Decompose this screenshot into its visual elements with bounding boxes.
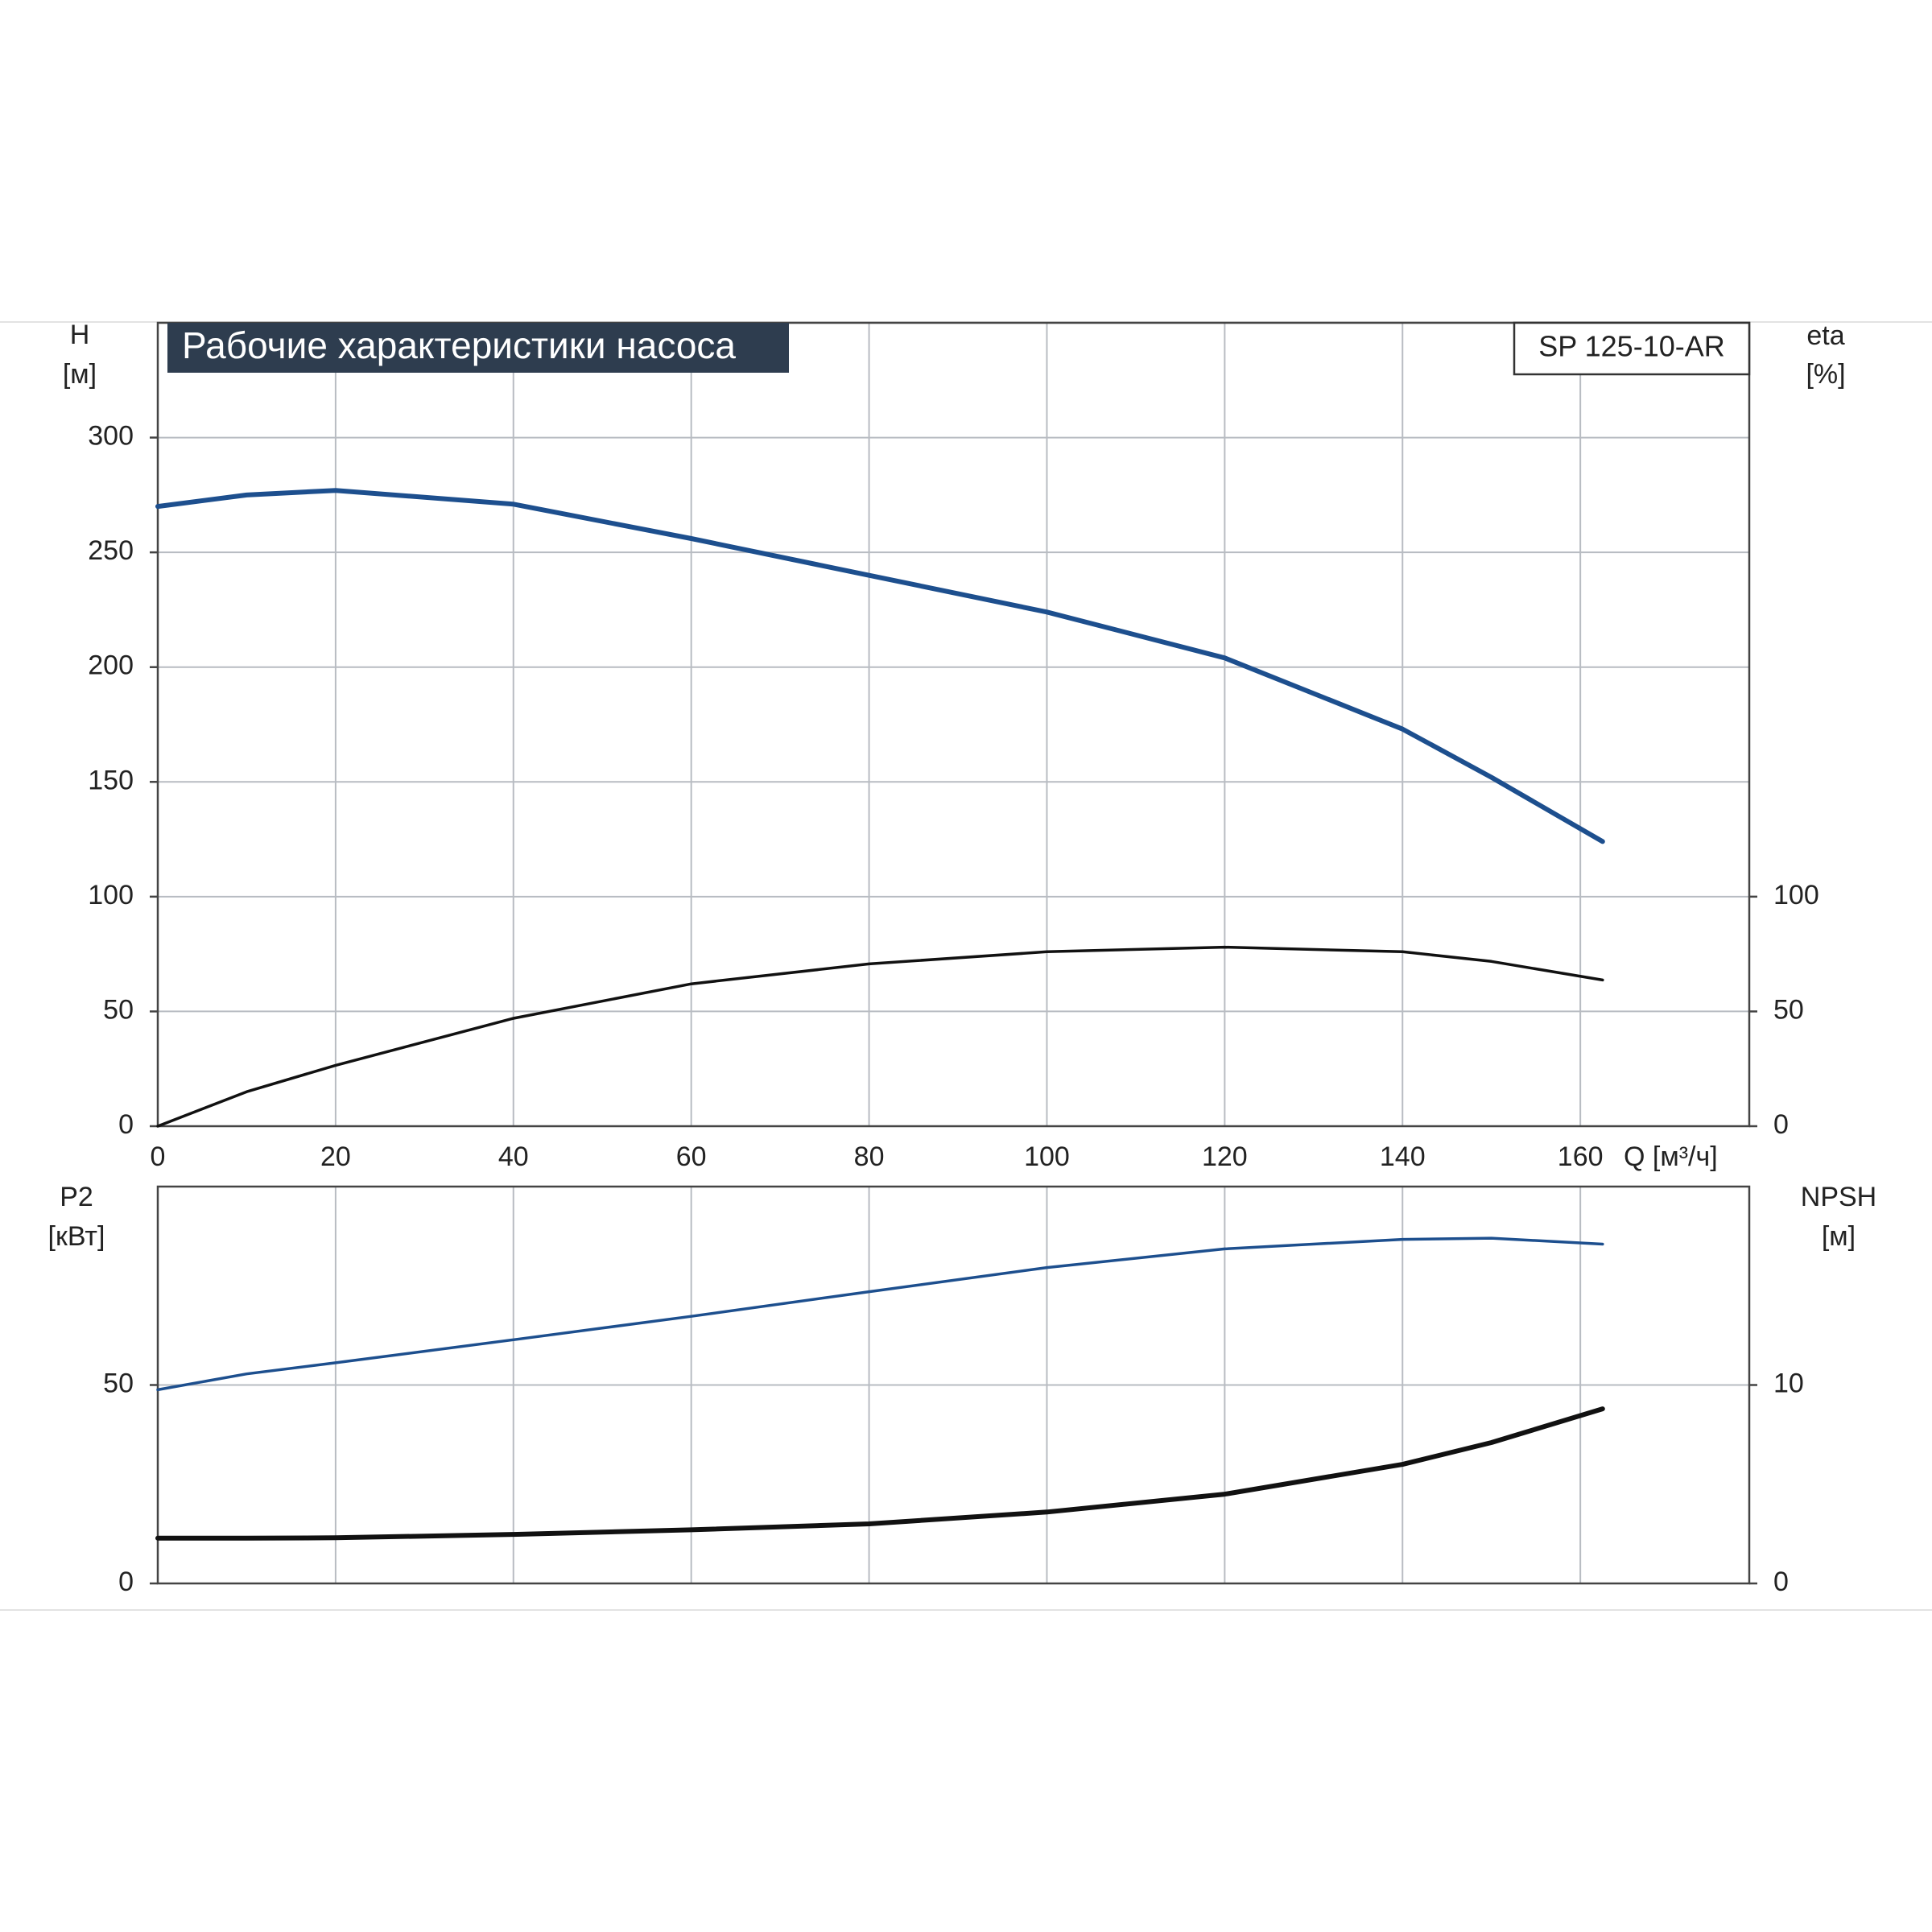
y-tick-label: 50 [103, 994, 134, 1025]
y-axis-label: [кВт] [48, 1221, 105, 1252]
y-axis-label: H [70, 320, 90, 350]
series-line [156, 945, 1604, 1128]
y-tick-label: 100 [88, 880, 134, 910]
y2-tick-label: 50 [1773, 994, 1804, 1025]
model-label: SP 125-10-AR [1538, 330, 1724, 363]
x-tick-label: 40 [498, 1141, 529, 1172]
plot-frame [156, 1185, 1751, 1585]
plot-frame [156, 321, 1751, 1128]
y2-axis-label: NPSH [1801, 1182, 1876, 1212]
y2-axis-label: [м] [1822, 1221, 1856, 1252]
x-tick-label: 60 [676, 1141, 707, 1172]
y-tick-label: 0 [118, 1567, 134, 1597]
x-tick-label: 160 [1558, 1141, 1604, 1172]
y-tick-label: 200 [88, 650, 134, 681]
series-line [155, 1406, 1605, 1541]
y2-tick-label: 0 [1773, 1109, 1789, 1140]
x-tick-label: 20 [320, 1141, 351, 1172]
y-axis-label: [м] [63, 359, 97, 390]
y2-axis-label: [%] [1806, 359, 1845, 390]
y-tick-label: 50 [103, 1368, 134, 1398]
x-tick-label: 80 [854, 1141, 885, 1172]
x-tick-label: 120 [1202, 1141, 1248, 1172]
series-line [156, 1236, 1604, 1392]
series-line [155, 488, 1605, 844]
y2-tick-label: 10 [1773, 1368, 1804, 1398]
x-tick-label: 0 [151, 1141, 166, 1172]
title-box [167, 323, 789, 373]
y-tick-label: 0 [118, 1109, 134, 1140]
y-tick-label: 250 [88, 535, 134, 566]
x-tick-label: 100 [1024, 1141, 1070, 1172]
model-box [1513, 321, 1751, 376]
y-axis-label: P2 [60, 1182, 93, 1212]
x-axis-label: Q [м³/ч] [1624, 1141, 1718, 1172]
y-tick-label: 300 [88, 421, 134, 452]
y2-tick-label: 100 [1773, 880, 1819, 910]
chart-title: Рабочие характеристики насоса [182, 324, 736, 366]
x-tick-label: 140 [1380, 1141, 1426, 1172]
y-tick-label: 150 [88, 765, 134, 795]
y2-axis-label: eta [1806, 320, 1844, 351]
y2-tick-label: 0 [1773, 1567, 1789, 1597]
